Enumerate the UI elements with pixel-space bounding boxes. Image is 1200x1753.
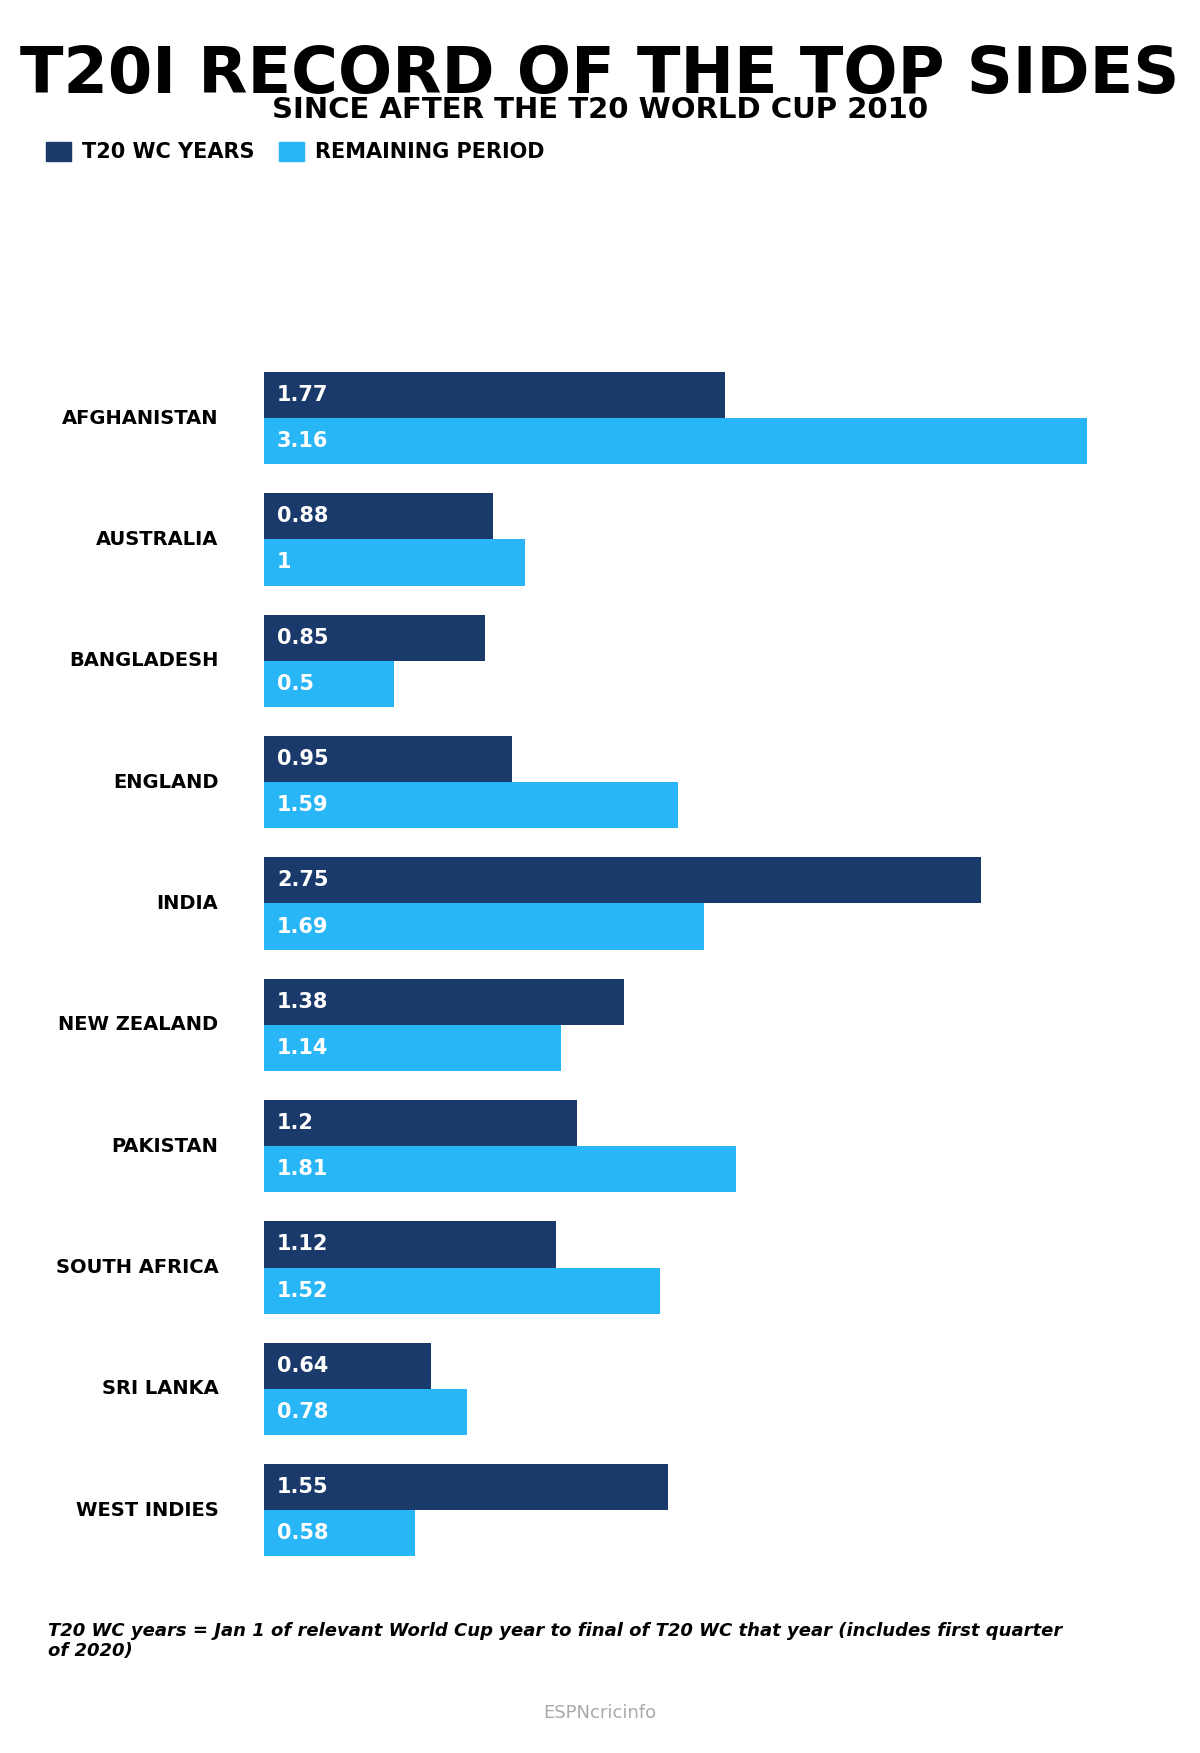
Bar — [264, 857, 980, 903]
Bar — [264, 1146, 736, 1192]
Text: 0.78: 0.78 — [277, 1402, 329, 1422]
Bar — [264, 1464, 668, 1511]
Text: 0.5: 0.5 — [277, 673, 314, 694]
Text: 0.95: 0.95 — [277, 749, 329, 770]
Bar — [264, 493, 493, 540]
Text: 1.38: 1.38 — [277, 992, 329, 1011]
Text: 1.2: 1.2 — [277, 1113, 314, 1132]
Text: T20 WC years = Jan 1 of relevant World Cup year to final of T20 WC that year (in: T20 WC years = Jan 1 of relevant World C… — [48, 1622, 1062, 1660]
Text: BANGLADESH: BANGLADESH — [70, 652, 218, 670]
Text: 0.64: 0.64 — [277, 1355, 329, 1376]
Bar — [264, 540, 524, 586]
Bar — [264, 615, 486, 661]
Text: 2.75: 2.75 — [277, 871, 329, 891]
Text: 1.12: 1.12 — [277, 1234, 329, 1255]
Bar — [264, 1267, 660, 1313]
Text: 0.88: 0.88 — [277, 507, 329, 526]
Text: SRI LANKA: SRI LANKA — [102, 1380, 218, 1399]
Bar — [264, 736, 511, 782]
Text: SINCE AFTER THE T20 WORLD CUP 2010: SINCE AFTER THE T20 WORLD CUP 2010 — [272, 96, 928, 124]
Bar — [264, 1026, 562, 1071]
Bar — [264, 903, 704, 950]
Text: 1: 1 — [277, 552, 292, 573]
Legend: T20 WC YEARS, REMAINING PERIOD: T20 WC YEARS, REMAINING PERIOD — [47, 142, 545, 163]
Bar — [264, 978, 624, 1026]
Bar — [264, 1511, 415, 1557]
Text: NEW ZEALAND: NEW ZEALAND — [59, 1015, 218, 1034]
Bar — [264, 1388, 467, 1436]
Text: 0.58: 0.58 — [277, 1523, 329, 1543]
Text: AUSTRALIA: AUSTRALIA — [96, 529, 218, 549]
Bar — [264, 661, 395, 706]
Text: ESPNcricinfo: ESPNcricinfo — [544, 1704, 656, 1721]
Text: 1.55: 1.55 — [277, 1478, 329, 1497]
Text: SOUTH AFRICA: SOUTH AFRICA — [55, 1259, 218, 1276]
Text: 0.85: 0.85 — [277, 628, 329, 647]
Bar — [264, 782, 678, 827]
Text: WEST INDIES: WEST INDIES — [76, 1501, 218, 1520]
Text: 1.77: 1.77 — [277, 386, 329, 405]
Bar — [264, 1222, 556, 1267]
Bar — [264, 1343, 431, 1388]
Text: 1.52: 1.52 — [277, 1281, 329, 1301]
Text: PAKISTAN: PAKISTAN — [112, 1136, 218, 1155]
Text: ENGLAND: ENGLAND — [113, 773, 218, 792]
Text: 1.69: 1.69 — [277, 917, 329, 936]
Text: 1.59: 1.59 — [277, 796, 329, 815]
Text: AFGHANISTAN: AFGHANISTAN — [62, 408, 218, 428]
Text: INDIA: INDIA — [157, 894, 218, 913]
Text: 1.14: 1.14 — [277, 1038, 329, 1057]
Bar — [264, 372, 725, 417]
Bar — [264, 1101, 577, 1146]
Text: 3.16: 3.16 — [277, 431, 329, 451]
Bar — [264, 417, 1087, 465]
Text: T20I RECORD OF THE TOP SIDES: T20I RECORD OF THE TOP SIDES — [20, 44, 1180, 105]
Text: 1.81: 1.81 — [277, 1159, 329, 1180]
